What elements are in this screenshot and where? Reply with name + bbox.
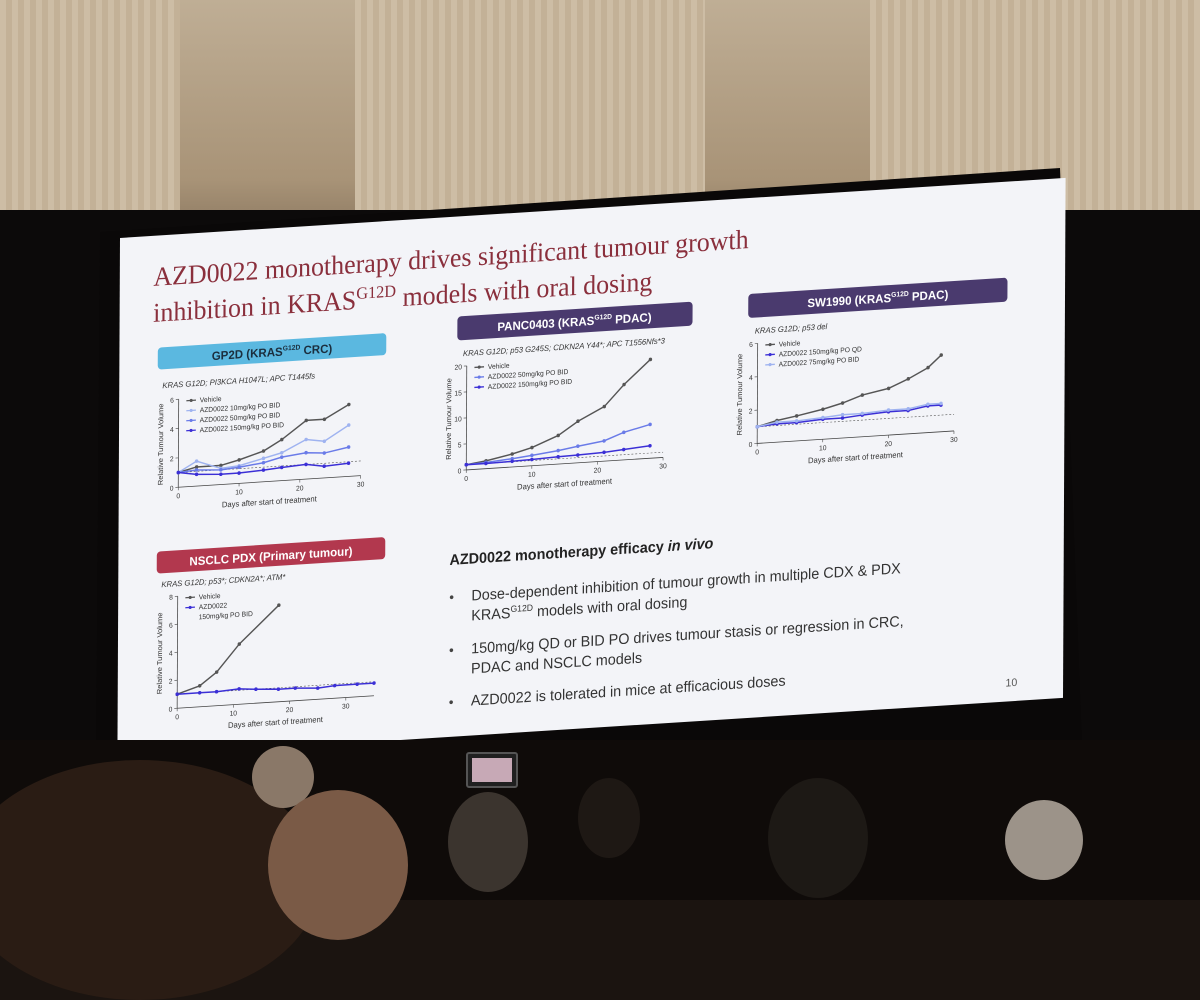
legend-label: Vehicle [779, 340, 801, 349]
y-tick-label: 20 [454, 364, 462, 372]
legend-label: Vehicle [200, 396, 222, 405]
y-tick-label: 4 [169, 650, 173, 657]
y-tick-label: 6 [169, 622, 173, 629]
y-tick-label: 6 [749, 342, 753, 349]
y-tick-label: 4 [749, 375, 753, 382]
x-tick-label: 20 [594, 467, 602, 475]
y-tick-label: 8 [169, 594, 173, 601]
y-tick-label: 0 [169, 706, 173, 713]
y-tick-label: 2 [749, 408, 753, 415]
slide: AZD0022 monotherapy drives significant t… [117, 178, 1065, 758]
x-tick-label: 30 [342, 703, 350, 711]
y-tick-label: 0 [749, 442, 753, 449]
x-tick-label: 20 [286, 707, 294, 715]
y-tick-label: 0 [170, 485, 174, 492]
y-axis-label: Relative Tumour Volume [155, 612, 164, 694]
y-tick-label: 4 [170, 427, 174, 434]
x-tick-label: 20 [885, 441, 893, 449]
x-tick-label: 0 [755, 449, 759, 456]
y-tick-label: 0 [458, 468, 462, 475]
audience-head [1005, 800, 1083, 880]
y-tick-label: 6 [170, 397, 174, 404]
x-tick-label: 10 [528, 471, 536, 479]
y-tick-label: 5 [458, 442, 462, 449]
x-tick-label: 0 [464, 476, 468, 483]
page-number: 10 [1005, 677, 1017, 690]
y-axis-label: Relative Tumour Volume [444, 378, 453, 460]
audience-head [268, 790, 408, 940]
x-tick-label: 30 [950, 437, 958, 445]
x-tick-label: 0 [176, 493, 180, 500]
bullet-dot: • [449, 589, 454, 605]
audience-area [0, 740, 1200, 900]
legend-label: Vehicle [199, 593, 221, 602]
y-axis-label: Relative Tumour Volume [735, 354, 744, 436]
x-tick-label: 0 [175, 714, 179, 721]
x-tick-label: 10 [819, 445, 827, 453]
y-tick-label: 2 [169, 678, 173, 685]
x-tick-label: 30 [357, 481, 365, 489]
y-tick-label: 15 [454, 390, 462, 398]
phone-screen [472, 758, 512, 782]
x-tick-label: 20 [296, 485, 304, 493]
bullet-dot: • [449, 694, 454, 710]
bullet-dot: • [449, 642, 454, 658]
x-tick-label: 10 [230, 710, 238, 718]
y-tick-label: 10 [454, 416, 462, 424]
phone [466, 752, 518, 788]
y-axis-label: Relative Tumour Volume [156, 403, 165, 485]
audience-head [578, 778, 640, 858]
x-tick-label: 30 [659, 463, 667, 471]
audience-head [768, 778, 868, 898]
y-tick-label: 2 [170, 456, 174, 463]
x-tick-label: 10 [235, 489, 243, 497]
audience-head [448, 792, 528, 892]
legend-label: Vehicle [488, 363, 510, 372]
